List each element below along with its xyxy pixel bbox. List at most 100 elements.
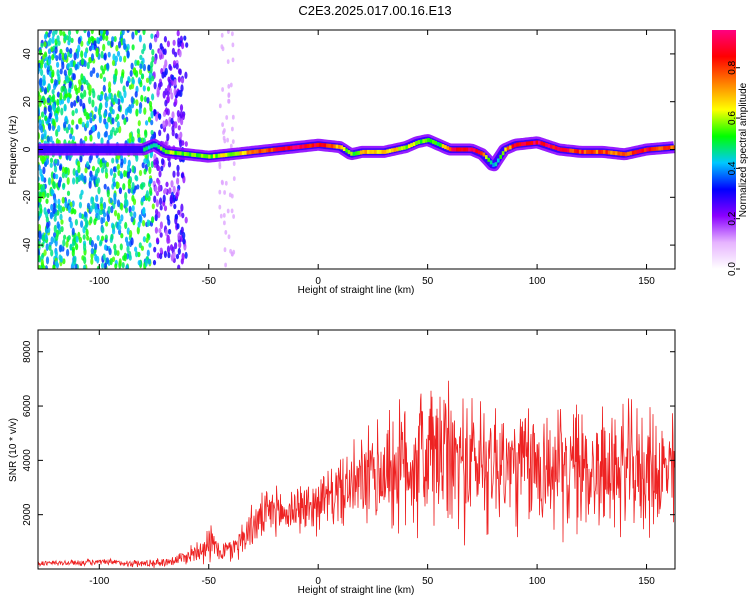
spectrogram-ridge-cell [511,144,515,149]
spectrogram-noise-cell [70,37,74,44]
spectrogram-noise-cell [111,157,115,164]
spectrogram-noise-cell [118,258,122,267]
spectrogram-ridge-cell [265,148,269,153]
spectrogram-ridge-cell [494,162,498,167]
spectrogram-ridge-cell [427,138,430,142]
spectrogram-ridge-cell [668,145,671,150]
spectrogram-ridge-cell [588,149,592,154]
spectrogram-ridge-cell [159,146,163,151]
spectrogram-noise-cell [66,177,70,185]
spectrogram-noise-cell [137,260,141,266]
spectrogram-noise-cell [129,211,133,217]
spectrogram-ridge-cell [147,145,151,150]
spectrogram-ridge-cell [420,139,423,144]
spectrogram-noise-cell [166,108,170,116]
spectrogram-noise-cell [85,79,89,86]
spectrogram-noise-cell [137,137,141,143]
spectrogram-noise-cell [158,49,162,56]
spectrogram-noise-cell [107,51,111,58]
spectrogram-noise-cell [219,213,223,219]
spectrogram-ridge-cell [222,153,226,158]
spectrogram-noise-cell [56,69,60,77]
spectrogram-noise-cell [143,96,147,103]
spectrogram-noise-cell [185,42,189,48]
spectrogram-ridge-cell [309,143,312,148]
spectrogram-ridge-cell [581,149,584,154]
spectrogram-noise-cell [103,131,107,138]
spectrogram-ridge-cell [268,148,271,153]
spectrogram-noise-cell [125,264,129,269]
spectrogram-noise-cell [227,30,230,34]
spectrogram-noise-cell [105,221,109,227]
spectrogram-noise-cell [180,203,184,212]
spectrogram-noise-cell [57,203,61,212]
spectrogram-noise-cell [80,57,84,66]
spectrogram-ridge-cell [258,149,262,154]
spectrogram-noise-cell [38,224,41,231]
spectrogram-y-tick-label: 20 [22,96,33,108]
spectrogram-ridge-cell [528,141,531,146]
spectrogram-noise-cell [177,232,181,241]
spectrogram-ridge-cell [388,148,392,153]
spectrogram-noise-cell [89,112,93,118]
spectrogram-noise-cell [97,214,101,221]
spectrogram-ridge-cell [152,143,156,148]
spectrogram-noise-cell [46,192,50,199]
spectrogram-noise-cell [40,58,44,66]
spectrogram-noise-cell [48,244,52,251]
spectrogram-noise-cell [174,121,178,129]
spectrogram-noise-cell [86,235,90,241]
spectrogram-noise-cell [48,57,52,66]
spectrogram-noise-cell [131,205,135,212]
spectrogram-noise-cell [148,178,152,185]
spectrogram-noise-cell [39,77,43,83]
spectrogram-noise-cell [75,176,79,185]
spectrogram-noise-cell [117,104,121,112]
spectrogram-noise-cell [51,89,55,95]
spectrogram-ridge-cell [249,150,252,155]
spectrogram-y-tick-label: -20 [22,190,33,205]
spectrogram-noise-cell [83,60,87,68]
spectrogram-noise-cell [148,42,153,51]
spectrogram-noise-cell [45,157,50,166]
spectrogram-ridge-cell [545,143,548,147]
spectrogram-noise-cell [166,245,171,254]
colorbar-ticks: 0.0 0.2 0.4 0.6 0.8 [727,60,740,276]
spectrogram-noise-cell [138,169,143,177]
spectrogram-noise-cell [232,249,236,255]
spectrogram-noise-cell [178,68,182,76]
spectrogram-noise-cell [176,177,180,185]
spectrogram-noise-cell [89,216,93,224]
spectrogram-ridge-cell [509,145,512,150]
spectrogram-noise-cell [83,30,87,34]
spectrogram-noise-cell [55,129,59,137]
spectrogram-noise-cell [38,231,42,240]
spectrogram-noise-cell [109,257,113,266]
spectrogram-noise-cell [62,238,66,247]
spectrogram-noise-cell [46,117,50,124]
spectrogram-noise-cell [40,133,45,141]
spectrogram-noise-cell [103,244,108,251]
spectrogram-noise-cell [218,103,222,109]
spectrogram-noise-cell [95,72,100,79]
spectrogram-noise-cell [57,179,62,188]
spectrogram-ridge-cell [523,141,527,146]
spectrogram-ridge-cell [200,153,204,158]
spectrogram-noise-cell [172,251,176,259]
spectrogram-ridge-cell [453,147,457,152]
spectrogram-noise-cell [44,233,48,241]
spectrogram-noise-cell [98,116,102,124]
spectrogram-noise-cell [86,202,91,210]
spectrogram-noise-cell [227,98,231,104]
spectrogram-noise-cell [48,37,52,46]
spectrogram-noise-cell [224,262,228,268]
spectrogram-noise-cell [159,232,163,238]
spectrogram-noise-cell [64,200,68,209]
spectrogram-noise-cell [42,166,46,175]
spectrogram-ridge-cell [593,149,596,154]
spectrogram-noise-cell [174,132,178,139]
spectrogram-noise-cell [135,250,139,258]
spectrogram-ridge-cell [497,158,500,163]
spectrogram-noise-cell [151,216,155,224]
spectrogram-ridge-cell [446,146,450,151]
